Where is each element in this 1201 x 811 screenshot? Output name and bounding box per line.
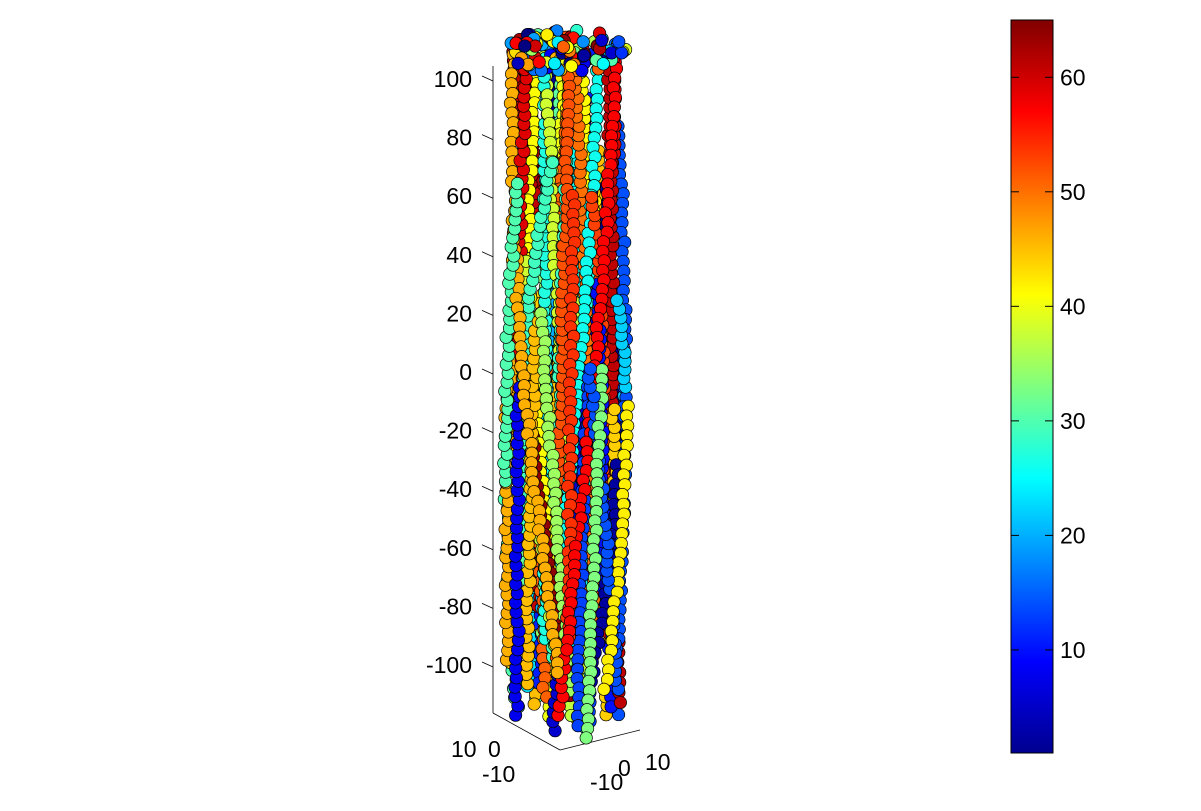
- scatter-point: [556, 40, 570, 54]
- z-tick-mark: [481, 192, 494, 199]
- colorbar-gradient: [1010, 19, 1054, 754]
- z-tick-mark: [481, 544, 494, 551]
- scatter-point: [613, 695, 627, 710]
- scatter-point: [540, 28, 554, 42]
- y-tick-label-neg10: -10: [482, 761, 515, 787]
- x-tick-label-neg10: -10: [590, 769, 623, 795]
- scatter-point: [579, 731, 593, 745]
- z-tick-mark: [481, 427, 494, 433]
- scatter-point: [527, 697, 541, 711]
- z-tick-mark: [481, 603, 494, 609]
- z-tick-mark: [481, 661, 494, 668]
- z-tick-mark: [481, 485, 494, 492]
- z-tick-label: 100: [434, 66, 472, 92]
- z-tick-mark: [481, 134, 494, 140]
- scatter-point: [560, 643, 574, 657]
- scatter-point: [577, 48, 591, 63]
- colorbar-ticks: 10 20 30 40 50 60: [1011, 64, 1086, 663]
- z-tick-mark: [481, 368, 494, 375]
- z-tick-label: -60: [439, 535, 472, 561]
- z-tick-label: 60: [446, 183, 472, 209]
- scatter-point: [548, 56, 562, 71]
- scatter-point: [612, 35, 626, 49]
- scatter-point: [550, 665, 564, 680]
- base-edge-left: [492, 712, 561, 751]
- y-tick-label-10: 10: [451, 736, 477, 762]
- scatter-point: [564, 59, 578, 73]
- z-tick-label: -40: [439, 476, 472, 502]
- x-tick-label-0: 0: [618, 755, 631, 781]
- scatter-point: [595, 33, 609, 47]
- scatter-point: [610, 293, 624, 307]
- scatter-point: [532, 55, 546, 69]
- scatter-point: [615, 46, 629, 60]
- y-tick-label-0: 0: [488, 736, 501, 762]
- scatter-point: [596, 57, 610, 71]
- scatter-point: [597, 682, 611, 696]
- scatter-point: [583, 362, 597, 376]
- base-axis-labels: 10 0 -10 -10 0 10: [451, 736, 671, 795]
- z-axis-ticks: 100 80 60 40 20 0 -20 -40 -60 -80 -100: [426, 66, 494, 678]
- scatter-point: [511, 56, 525, 70]
- z-tick-mark: [481, 251, 494, 258]
- z-tick-label: 20: [446, 300, 472, 326]
- scatter-point: [576, 35, 590, 49]
- colorbar-tick-label: 60: [1060, 64, 1086, 90]
- z-tick-mark: [481, 75, 494, 82]
- scatter-point: [607, 402, 622, 417]
- z-tick-label: -100: [426, 652, 472, 678]
- colorbar-tick-label: 20: [1060, 522, 1086, 548]
- z-tick-label: -20: [439, 418, 472, 444]
- x-tick-label-10: 10: [645, 749, 671, 775]
- colorbar-tick-label: 50: [1060, 179, 1086, 205]
- base-edge-right: [559, 729, 641, 751]
- z-tick-label: 40: [446, 242, 472, 268]
- colorbar-tick-label: 30: [1060, 408, 1086, 434]
- colorbar: 10 20 30 40 50 60: [1010, 19, 1086, 754]
- scatter-point: [546, 155, 560, 169]
- z-tick-label: 0: [459, 359, 472, 385]
- scatter-point: [510, 177, 525, 191]
- scatter-point: [518, 39, 532, 53]
- colorbar-tick-label: 40: [1060, 293, 1086, 319]
- z-tick-label: -80: [439, 593, 472, 619]
- z-tick-label: 80: [446, 125, 472, 151]
- axes-frame: [492, 66, 641, 751]
- colorbar-tick-label: 10: [1060, 637, 1086, 663]
- z-tick-mark: [481, 310, 494, 316]
- scatter-points: [497, 24, 635, 745]
- scatter-point: [585, 190, 599, 204]
